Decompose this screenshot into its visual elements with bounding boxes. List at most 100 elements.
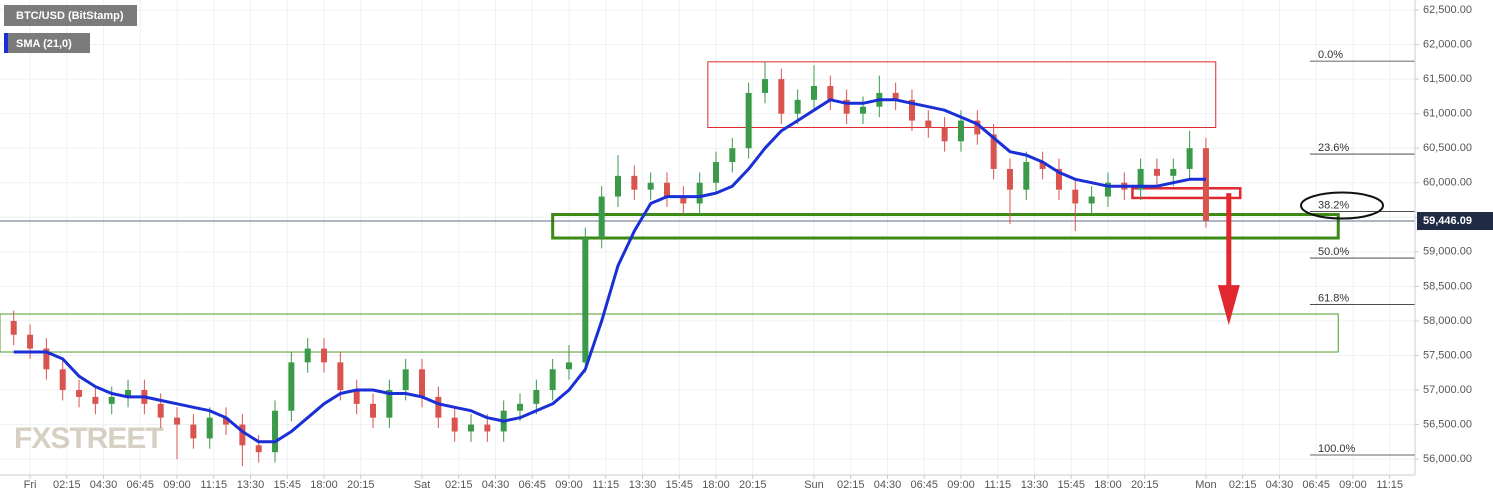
- candle-body: [321, 348, 328, 363]
- candle-body: [108, 396, 115, 404]
- candle-body: [304, 348, 311, 363]
- candle-body: [1039, 162, 1046, 169]
- legend: BTC/USD (BitStamp) SMA (21,0): [4, 5, 137, 53]
- candle-body: [761, 79, 768, 93]
- y-tick-label: 60,500.00: [1423, 142, 1472, 154]
- candle-body: [419, 369, 426, 397]
- last-price-tag: [1417, 212, 1493, 231]
- x-tick-label: 02:15: [837, 479, 865, 491]
- candle-body: [157, 403, 164, 418]
- candle-body: [712, 162, 719, 183]
- x-tick-label: 02:15: [445, 479, 473, 491]
- legend-box: [4, 5, 137, 26]
- candle-body: [1023, 162, 1030, 190]
- candle-body: [370, 403, 377, 418]
- candle-body: [272, 410, 279, 453]
- y-tick-label: 61,500.00: [1423, 73, 1472, 85]
- x-tick-label: 02:15: [1229, 479, 1257, 491]
- x-tick-label: 11:15: [1376, 479, 1403, 491]
- y-tick-label: 56,500.00: [1423, 418, 1472, 430]
- x-tick-label: 09:00: [947, 479, 975, 491]
- candle-body: [1088, 196, 1095, 204]
- x-tick-label: 06:45: [1302, 479, 1330, 491]
- sma-line: [13, 98, 1206, 444]
- candle-body: [533, 390, 540, 404]
- candle-body: [729, 148, 736, 163]
- last-price-label: 59,446.09: [1423, 215, 1472, 227]
- y-tick-label: 57,000.00: [1423, 384, 1472, 396]
- x-tick-label: Sun: [804, 479, 824, 491]
- zone: [0, 313, 1339, 353]
- x-tick-label: 15:45: [665, 479, 693, 491]
- candle-body: [696, 182, 703, 204]
- candle-body: [1202, 148, 1209, 221]
- x-tick-label: 09:00: [1339, 479, 1367, 491]
- candle-body: [827, 86, 834, 100]
- candle-body: [59, 369, 66, 391]
- fib-label: 100.0%: [1318, 443, 1356, 455]
- candle-body: [549, 369, 556, 391]
- candle-body: [174, 417, 181, 425]
- candle-body: [206, 417, 213, 439]
- fib-label: 0.0%: [1318, 49, 1343, 61]
- x-tick-label: 04:30: [482, 479, 510, 491]
- candle-body: [680, 196, 687, 204]
- candle-body: [974, 120, 981, 135]
- x-tick-label: 13:30: [237, 479, 265, 491]
- x-tick-label: 20:15: [739, 479, 767, 491]
- candle-body: [615, 175, 622, 197]
- candle-body: [582, 238, 589, 363]
- zone: [551, 213, 1340, 240]
- y-tick-label: 62,000.00: [1423, 38, 1472, 50]
- x-tick-label: 15:45: [274, 479, 302, 491]
- candle-body: [1137, 168, 1144, 190]
- candle-body: [810, 86, 817, 100]
- candle-body: [647, 182, 654, 190]
- candle-body: [125, 390, 132, 397]
- candle-body: [598, 196, 605, 239]
- fib-label: 61.8%: [1318, 292, 1349, 304]
- watermark: FXSTREET: [14, 422, 163, 455]
- candle-body: [1055, 168, 1062, 190]
- y-tick-label: 62,500.00: [1423, 4, 1472, 16]
- candle-body: [190, 424, 197, 439]
- x-tick-label: 18:00: [1094, 479, 1122, 491]
- x-tick-label: Fri: [24, 479, 37, 491]
- arrow-head: [1217, 285, 1240, 326]
- candle-body: [484, 424, 491, 432]
- candle-body: [337, 362, 344, 391]
- y-tick-label: 61,000.00: [1423, 108, 1472, 120]
- zone: [1131, 187, 1242, 200]
- legend-label: BTC/USD (BitStamp): [16, 10, 124, 22]
- candle-body: [1104, 182, 1111, 197]
- candle-body: [925, 120, 932, 128]
- x-tick-label: 20:15: [1131, 479, 1159, 491]
- x-tick-label: 06:45: [127, 479, 155, 491]
- x-tick-label: 15:45: [1057, 479, 1085, 491]
- legend-label: SMA (21,0): [16, 38, 72, 50]
- x-tick-label: 11:15: [200, 479, 227, 491]
- candle-body: [892, 92, 899, 100]
- candle-body: [1186, 148, 1193, 169]
- candle-body: [794, 99, 801, 114]
- candle-body: [255, 445, 262, 453]
- candle-body: [76, 390, 83, 397]
- x-tick-label: 09:00: [555, 479, 583, 491]
- candle-body: [43, 348, 50, 370]
- candle-body: [468, 424, 475, 432]
- candle-body: [1153, 168, 1160, 176]
- x-tick-label: 02:15: [53, 479, 81, 491]
- candle-body: [859, 106, 866, 114]
- y-tick-label: 60,000.00: [1423, 177, 1472, 189]
- candle-body: [402, 369, 409, 391]
- y-tick-label: 57,500.00: [1423, 349, 1472, 361]
- highlight-ellipse: [1300, 191, 1384, 220]
- candle-body: [843, 99, 850, 114]
- fib-label: 50.0%: [1318, 246, 1349, 258]
- candle-body: [566, 362, 573, 370]
- x-tick-label: 04:30: [90, 479, 118, 491]
- candle-body: [631, 175, 638, 190]
